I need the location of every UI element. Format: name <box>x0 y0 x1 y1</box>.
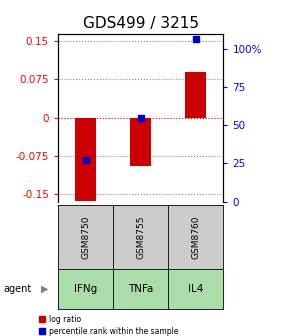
Legend: log ratio, percentile rank within the sample: log ratio, percentile rank within the sa… <box>39 314 178 336</box>
Text: TNFa: TNFa <box>128 284 153 294</box>
Bar <box>185 72 206 118</box>
Bar <box>75 118 96 201</box>
Text: agent: agent <box>3 284 31 294</box>
Text: GSM8750: GSM8750 <box>81 215 90 259</box>
Text: IL4: IL4 <box>188 284 204 294</box>
Text: GSM8760: GSM8760 <box>191 215 200 259</box>
Text: GSM8755: GSM8755 <box>136 215 145 259</box>
Text: IFNg: IFNg <box>74 284 97 294</box>
Title: GDS499 / 3215: GDS499 / 3215 <box>83 16 199 31</box>
Bar <box>130 118 151 166</box>
Text: ▶: ▶ <box>41 284 48 294</box>
